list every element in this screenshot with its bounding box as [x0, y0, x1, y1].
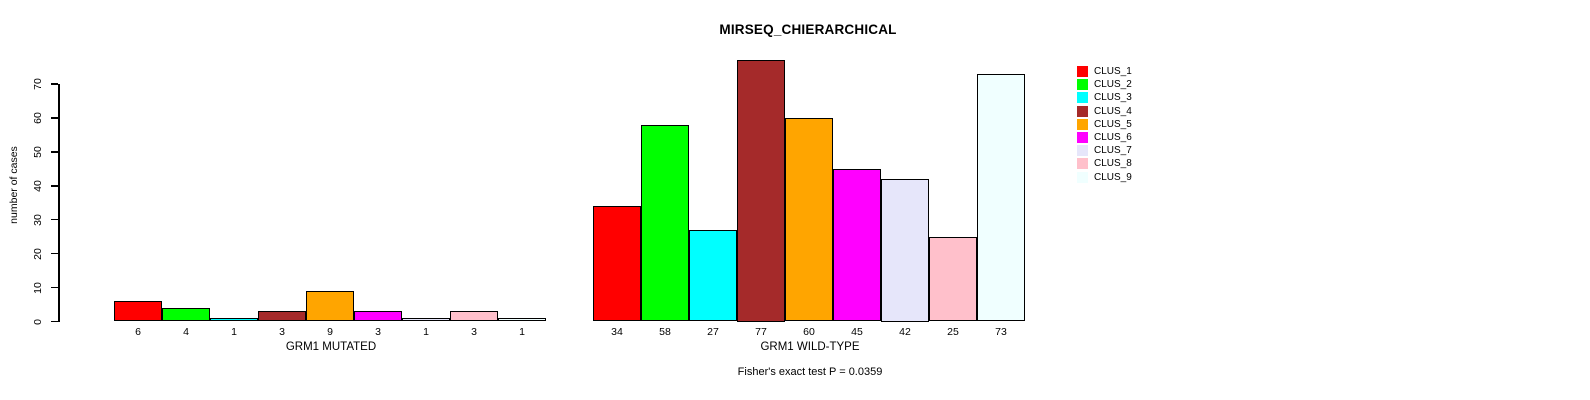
legend-item-clus_1: CLUS_1 [1077, 65, 1132, 78]
bar-clus_7-mutated [402, 318, 450, 322]
bar-value-label: 3 [279, 326, 285, 338]
bar-clus_4-mutated [258, 311, 306, 322]
legend-swatch-icon [1077, 118, 1088, 130]
legend-swatch-icon [1077, 158, 1088, 170]
legend-item-clus_2: CLUS_2 [1077, 78, 1132, 91]
bar-value-label: 60 [803, 326, 815, 338]
bar-clus_5-mutated [306, 290, 354, 322]
bar-value-label: 45 [851, 326, 863, 338]
bar-clus_8-mutated [450, 311, 498, 322]
y-axis-tick [51, 252, 58, 255]
bar-value-label: 34 [611, 326, 623, 338]
y-axis-tick-label-text: 20 [32, 247, 44, 260]
legend-swatch-icon [1077, 132, 1088, 144]
bar-clus_6-mutated [354, 311, 402, 322]
legend-label: CLUS_9 [1094, 171, 1132, 183]
legend-swatch-icon [1077, 105, 1088, 117]
legend-label: CLUS_2 [1094, 79, 1132, 91]
legend-label: CLUS_8 [1094, 158, 1132, 170]
bar-value-label: 1 [231, 326, 237, 338]
legend-item-clus_9: CLUS_9 [1077, 171, 1132, 184]
legend-label: CLUS_7 [1094, 145, 1132, 157]
bar-value-label: 58 [659, 326, 671, 338]
y-axis-title-text: number of cases [8, 146, 20, 224]
bar-value-label: 3 [375, 326, 381, 338]
y-axis-tick-label-text: 40 [32, 179, 44, 192]
legend-item-clus_7: CLUS_7 [1077, 144, 1132, 157]
bar-value-label: 77 [755, 326, 767, 338]
y-axis-tick-label-text: 0 [32, 318, 44, 325]
bar-clus_7-wild-type [881, 179, 929, 322]
y-axis-tick [51, 286, 58, 289]
legend-label: CLUS_1 [1094, 66, 1132, 78]
y-axis-tick-label-text: 70 [32, 78, 44, 90]
legend-item-clus_3: CLUS_3 [1077, 91, 1132, 104]
bar-clus_1-wild-type [593, 206, 641, 322]
legend-swatch-icon [1077, 145, 1088, 157]
bar-value-label: 9 [327, 326, 333, 338]
bar-clus_9-wild-type [977, 73, 1025, 322]
bar-clus_2-wild-type [641, 124, 689, 322]
bar-clus_2-mutated [162, 307, 210, 322]
legend-label: CLUS_6 [1094, 132, 1132, 144]
legend-swatch-icon [1077, 92, 1088, 104]
y-axis-tick [51, 151, 58, 153]
bar-clus_1-mutated [114, 301, 162, 322]
bar-clus_8-wild-type [929, 236, 977, 322]
bar-value-label: 73 [995, 326, 1007, 338]
bar-clus_5-wild-type [785, 117, 833, 322]
y-axis-tick-label-text: 30 [32, 213, 44, 226]
bar-value-label: 6 [135, 326, 141, 338]
y-axis-tick [51, 320, 58, 323]
bar-value-label: 1 [423, 326, 429, 338]
legend-swatch-icon [1077, 79, 1088, 91]
x-axis-group-label: GRM1 MUTATED [285, 341, 377, 353]
legend-swatch-icon [1077, 66, 1088, 78]
bar-clus_3-wild-type [689, 229, 737, 322]
bar-value-label: 42 [899, 326, 911, 338]
legend: CLUS_1 CLUS_2 CLUS_3 CLUS_4 CLUS_5 CLUS_6 CLUS… [1077, 65, 1132, 184]
y-axis-tick [51, 218, 58, 221]
y-axis-tick-label-text: 50 [32, 146, 44, 158]
fisher-test-annotation: Fisher's exact test P = 0.0359 [737, 366, 883, 378]
bar-value-label: 3 [471, 326, 477, 338]
y-axis-tick [51, 185, 58, 187]
bar-value-label: 27 [707, 326, 719, 338]
legend-label: CLUS_4 [1094, 105, 1132, 117]
bar-value-label: 1 [519, 326, 525, 338]
legend-label: CLUS_3 [1094, 92, 1132, 104]
y-axis-tick-label-text: 10 [32, 281, 44, 294]
legend-item-clus_8: CLUS_8 [1077, 157, 1132, 170]
bar-clus_3-mutated [210, 318, 258, 322]
x-axis-group-label: GRM1 WILD-TYPE [760, 341, 860, 353]
bar-clus_9-mutated [498, 318, 546, 322]
y-axis-tick [51, 83, 58, 85]
bar-clus_6-wild-type [833, 168, 881, 322]
y-axis-line [58, 84, 60, 322]
legend-item-clus_6: CLUS_6 [1077, 131, 1132, 144]
bar-value-label: 25 [947, 326, 959, 338]
legend-item-clus_5: CLUS_5 [1077, 118, 1132, 131]
y-axis-tick [51, 117, 58, 119]
legend-label: CLUS_5 [1094, 118, 1132, 130]
y-axis-tick-label-text: 60 [32, 112, 44, 124]
legend-item-clus_4: CLUS_4 [1077, 105, 1132, 118]
bar-clus_4-wild-type [737, 60, 785, 322]
chart-title: MIRSEQ_CHIERARCHICAL [719, 22, 897, 37]
bar-value-label: 4 [183, 326, 189, 338]
legend-swatch-icon [1077, 171, 1088, 183]
